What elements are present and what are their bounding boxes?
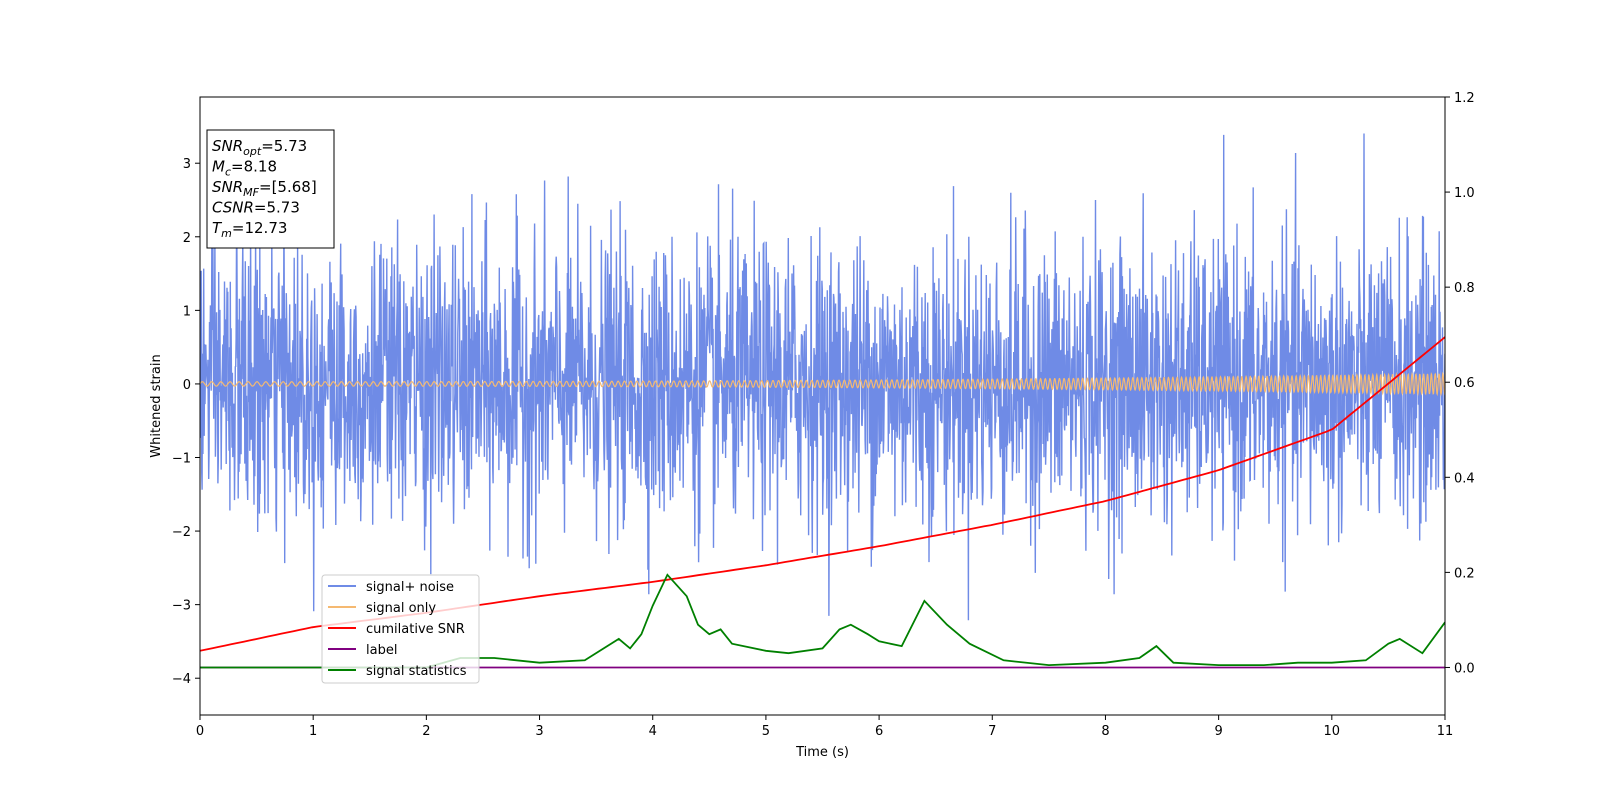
- x-tick-label: 5: [762, 724, 770, 739]
- legend: signal+ noise signal only cumilative SNR la…: [321, 574, 480, 684]
- info-box-value: =8.18: [231, 158, 277, 176]
- info-box-frame: [206, 129, 335, 249]
- y-axis-label: Whitened strain: [149, 354, 164, 457]
- y-tick-label-right: 1.0: [1454, 186, 1475, 201]
- x-tick-label: 1: [309, 724, 317, 739]
- y-tick-label-left: 0: [183, 378, 191, 393]
- y-tick-label-left: −2: [172, 525, 191, 540]
- y-tick-label-right: 0.4: [1454, 471, 1475, 486]
- legend-entry-label: label: [366, 643, 397, 658]
- plot-frame: [199, 96, 1446, 716]
- info-box-value: =[5.68]: [259, 178, 317, 196]
- x-tick-label: 9: [1214, 724, 1222, 739]
- x-tick-label: 8: [1101, 724, 1109, 739]
- info-box-line: Mc=8.18: [212, 158, 277, 179]
- y-tick-label-left: −3: [172, 599, 191, 614]
- series-signal-noise: [200, 133, 1445, 621]
- x-tick-label: 2: [422, 724, 430, 739]
- info-box-subscript: c: [225, 166, 231, 179]
- info-box-term: T: [212, 219, 223, 237]
- legend-entry-label: signal statistics: [366, 664, 467, 679]
- info-box-term: CSNR: [212, 199, 254, 217]
- info-box-line: SNRopt=5.73: [212, 137, 307, 158]
- info-box-term: SNR: [212, 137, 243, 155]
- info-box-line: Tm=12.73: [212, 219, 287, 240]
- y-tick-label-right: 0.6: [1454, 376, 1475, 391]
- legend-entry-label: signal+ noise: [366, 580, 454, 595]
- x-tick-label: 4: [649, 724, 657, 739]
- x-tick-label: 6: [875, 724, 883, 739]
- legend-entry-label: signal only: [366, 601, 436, 616]
- y-tick-label-right: 0.8: [1454, 281, 1475, 296]
- info-box: SNRopt=5.73Mc=8.18SNRMF=[5.68]CSNR=5.73T…: [206, 129, 335, 249]
- x-axis-label: Time (s): [795, 745, 849, 760]
- axes: 0 1 2 3 4 5 6 7 8 9 10 113210−1−2−3−41.21.00.80.60.…: [172, 91, 1475, 739]
- series-signal-statistics: [200, 573, 1445, 669]
- info-box-value: =5.73: [254, 199, 300, 217]
- legend-frame: [321, 574, 480, 684]
- y-tick-label-right: 1.2: [1454, 91, 1475, 106]
- y-tick-label-left: −1: [172, 452, 191, 467]
- info-box-value: =5.73: [261, 137, 307, 155]
- x-tick-label: 11: [1437, 724, 1454, 739]
- y-tick-label-left: 3: [183, 157, 191, 172]
- y-tick-label-right: 0.0: [1454, 661, 1475, 676]
- info-box-subscript: opt: [243, 145, 262, 158]
- y-tick-label-left: 2: [183, 231, 191, 246]
- info-box-subscript: m: [221, 227, 232, 240]
- series-signal-only: [200, 371, 1445, 397]
- y-tick-label-left: −4: [172, 672, 191, 687]
- x-tick-label: 3: [535, 724, 543, 739]
- legend-entry-label: cumilative SNR: [366, 622, 465, 637]
- x-tick-label: 7: [988, 724, 996, 739]
- y-tick-label-right: 0.2: [1454, 566, 1475, 581]
- info-box-value: =12.73: [232, 219, 288, 237]
- x-tick-label: 10: [1324, 724, 1341, 739]
- info-box-line: SNRMF=[5.68]: [212, 178, 317, 199]
- info-box-line: CSNR=5.73: [212, 199, 300, 217]
- y-tick-label-left: 1: [183, 304, 191, 319]
- info-box-term: SNR: [212, 178, 243, 196]
- info-box-term: M: [212, 158, 225, 176]
- x-tick-label: 0: [196, 724, 204, 739]
- info-box-subscript: MF: [243, 186, 259, 199]
